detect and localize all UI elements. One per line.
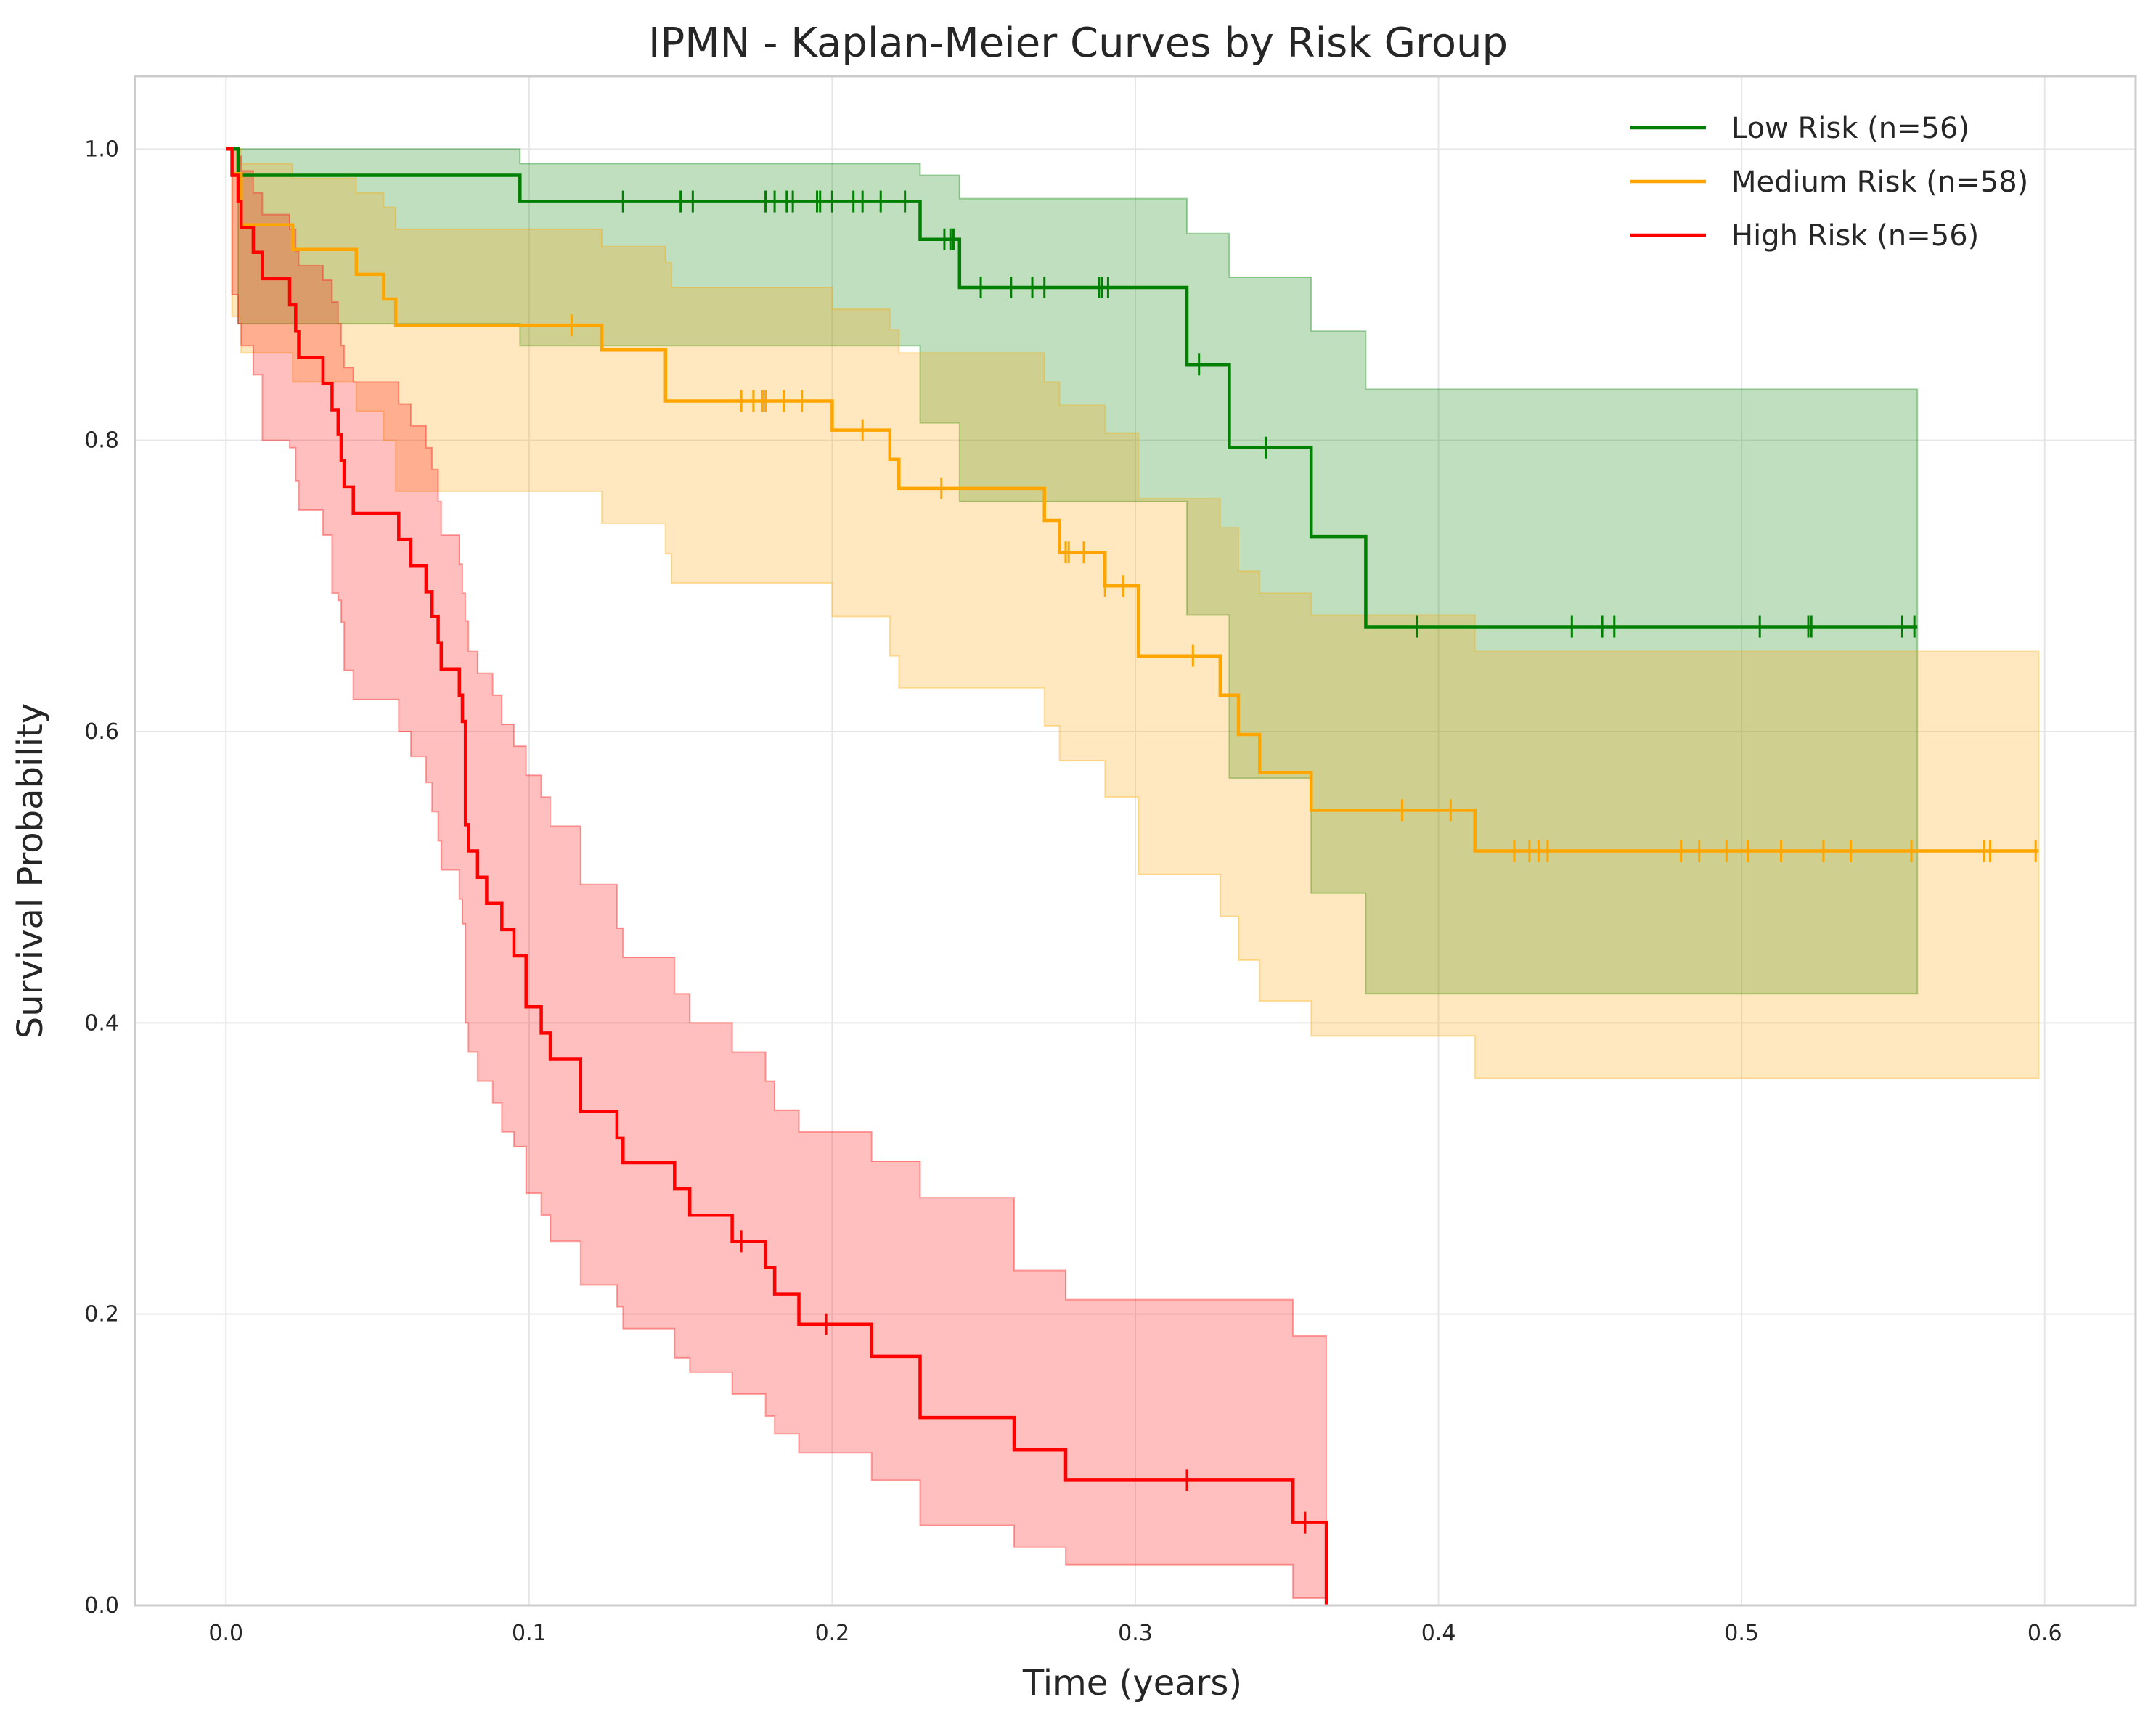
y-axis-title: Survival Probability	[10, 703, 51, 1039]
x-tick-label: 0.2	[815, 1621, 850, 1646]
x-tick-label: 0.1	[512, 1621, 547, 1646]
plot-frame	[134, 75, 2137, 1607]
medium-risk-survival-line	[226, 147, 2039, 853]
medium-risk-legend-label: Medium Risk (n=58)	[1731, 165, 2028, 199]
y-tick-label: 0.6	[84, 719, 119, 745]
chart-title: IPMN - Kaplan-Meier Curves by Risk Group	[648, 20, 1508, 67]
x-tick-label: 0.0	[208, 1621, 243, 1646]
low-risk-confidence-band	[226, 148, 1919, 995]
y-tick-label: 1.0	[84, 136, 119, 162]
tick-labels: 0.0 0.1 0.2 0.3 0.4 0.5 0.6 0.0 0.2 0.4 0.6 0.8 1.0	[84, 136, 2062, 1646]
x-tick-label: 0.5	[1724, 1621, 1759, 1646]
confidence-bands	[226, 148, 2040, 1605]
y-tick-label: 0.2	[84, 1302, 119, 1327]
y-tick-label: 0.4	[84, 1010, 119, 1036]
medium-risk-confidence-band	[226, 148, 2040, 1079]
x-axis-title: Time (years)	[1022, 1663, 1242, 1703]
x-tick-label: 0.6	[2028, 1621, 2062, 1646]
y-tick-label: 0.0	[84, 1593, 119, 1618]
survival-lines	[226, 147, 2039, 1605]
legend: Low Risk (n=56) Medium Risk (n=58) High Ri…	[1630, 112, 2028, 253]
x-tick-label: 0.4	[1421, 1621, 1456, 1646]
low-risk-legend-label: Low Risk (n=56)	[1731, 112, 1969, 145]
high-risk-survival-line	[226, 147, 1328, 1605]
x-tick-label: 0.3	[1118, 1621, 1153, 1646]
high-risk-confidence-band	[226, 148, 1328, 1605]
low-risk-survival-line	[226, 147, 1918, 629]
high-risk-legend-label: High Risk (n=56)	[1731, 219, 1979, 253]
censor-marks	[570, 190, 2037, 1534]
y-tick-label: 0.8	[84, 428, 119, 454]
